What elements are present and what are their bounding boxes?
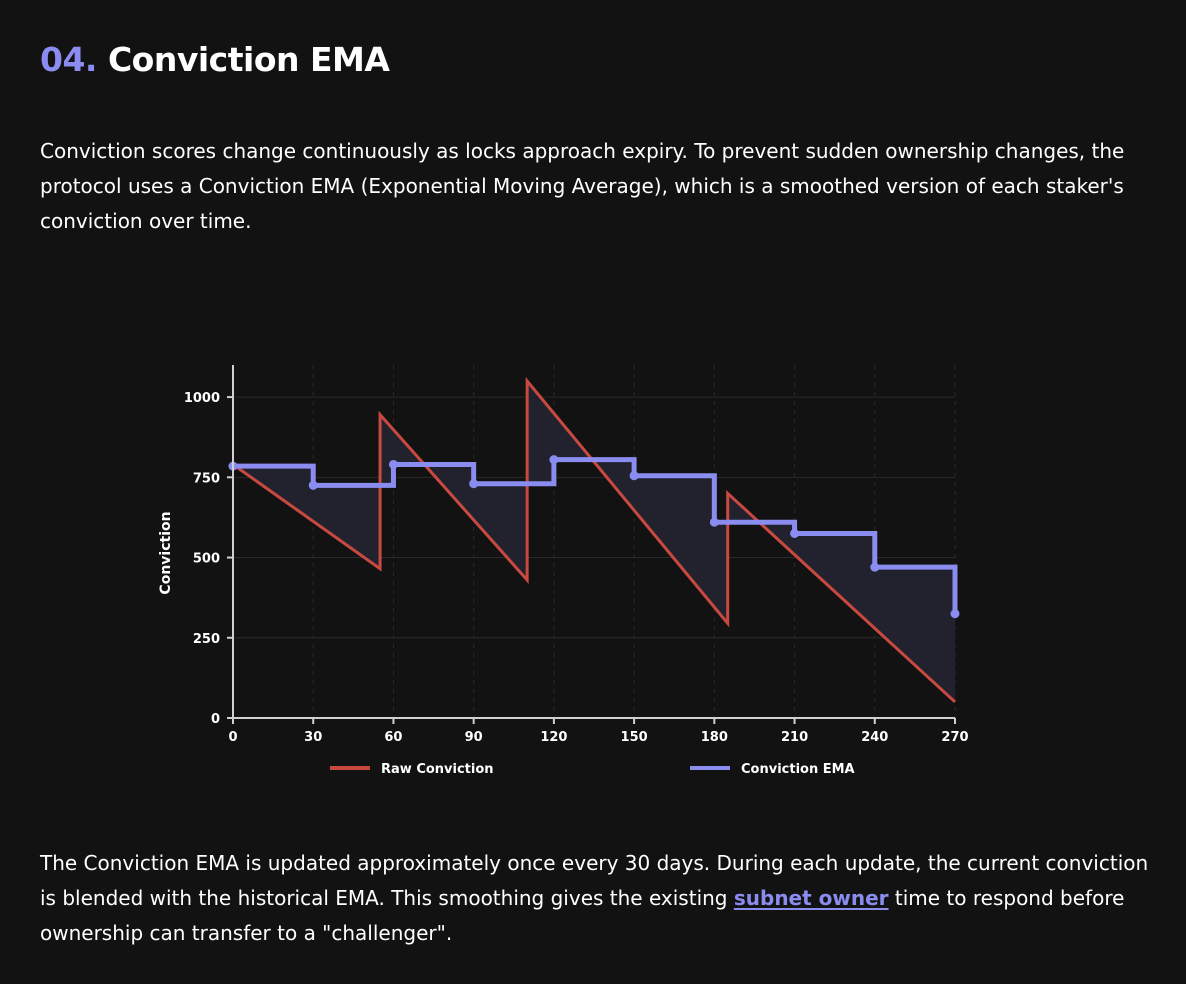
ema-point	[870, 562, 880, 572]
x-tick-label: 180	[701, 730, 728, 745]
ema-point	[388, 459, 398, 469]
ema-point	[709, 517, 719, 527]
section-heading: 04. Conviction EMA	[40, 36, 390, 84]
legend: Raw Conviction Conviction EMA	[330, 762, 855, 777]
outro-text-after: time to respond before ownership can tra…	[40, 886, 1125, 945]
x-tick-label: 150	[621, 730, 648, 745]
ema-point	[950, 609, 960, 619]
outro-paragraph: The Conviction EMA is updated approximat…	[40, 846, 1150, 951]
y-tick-label: 1000	[184, 391, 220, 406]
x-tick-label: 60	[384, 730, 402, 745]
subnet-owner-link[interactable]: subnet owner	[733, 886, 889, 910]
ema-point	[549, 455, 559, 465]
y-axis-title: Conviction	[158, 511, 174, 594]
intro-paragraph: Conviction scores change continuously as…	[40, 139, 1125, 233]
x-tick-label: 240	[861, 730, 888, 745]
ema-point	[790, 528, 800, 538]
x-tick-label: 270	[941, 730, 968, 745]
x-tick-label: 30	[304, 730, 322, 745]
x-tick-label: 210	[781, 730, 808, 745]
ema-point	[308, 480, 318, 490]
tick-labels: 0 250 500 750 1000 0 30 60 90 120 150 180 210 240 270	[184, 391, 969, 745]
ema-point	[469, 479, 479, 489]
section-title: Conviction EMA	[107, 40, 390, 79]
legend-ema-label: Conviction EMA	[741, 762, 855, 777]
section-number: 04.	[40, 40, 97, 79]
outro-text-before: The Conviction EMA is updated approximat…	[40, 851, 1149, 910]
conviction-ema-line	[233, 457, 958, 614]
x-tick-label: 120	[540, 730, 567, 745]
ema-update-points	[228, 455, 960, 619]
ema-point	[629, 471, 639, 481]
gap-fill-area	[233, 381, 955, 702]
axes	[227, 365, 956, 724]
x-tick-label: 90	[465, 730, 483, 745]
raw-conviction-line	[232, 376, 957, 704]
x-tick-label: 0	[228, 730, 237, 745]
y-tick-label: 500	[193, 552, 220, 567]
legend-raw-label: Raw Conviction	[381, 762, 494, 777]
y-tick-label: 250	[193, 632, 220, 647]
y-tick-label: 0	[211, 712, 220, 727]
y-tick-label: 750	[193, 471, 220, 486]
